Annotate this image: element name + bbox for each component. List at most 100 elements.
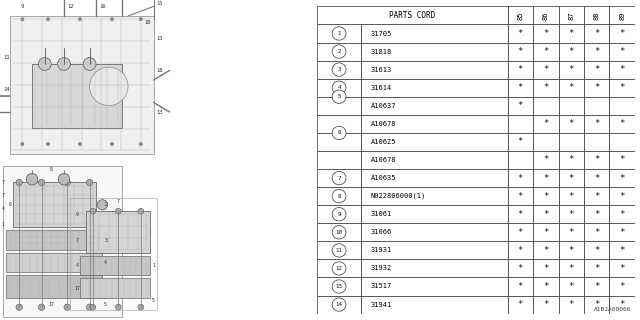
Bar xyxy=(609,277,635,296)
Text: 31613: 31613 xyxy=(371,67,392,73)
Text: 31931: 31931 xyxy=(371,247,392,253)
Bar xyxy=(317,223,362,241)
Text: *: * xyxy=(543,173,548,183)
Text: A10637: A10637 xyxy=(371,103,396,109)
Text: 7: 7 xyxy=(76,237,78,243)
Circle shape xyxy=(86,179,93,186)
Circle shape xyxy=(97,200,108,210)
Bar xyxy=(80,256,150,275)
Bar xyxy=(533,241,559,260)
Text: *: * xyxy=(620,192,625,201)
Text: *: * xyxy=(518,101,523,110)
Bar xyxy=(584,187,609,205)
Bar xyxy=(508,260,533,277)
Text: *: * xyxy=(594,264,600,273)
Bar xyxy=(533,169,559,187)
Text: *: * xyxy=(594,83,600,92)
Text: 11: 11 xyxy=(3,55,10,60)
Bar xyxy=(609,43,635,60)
Bar xyxy=(362,151,508,169)
Circle shape xyxy=(332,226,346,239)
Text: *: * xyxy=(568,119,574,128)
Circle shape xyxy=(58,58,70,70)
Circle shape xyxy=(16,304,22,310)
Text: 3: 3 xyxy=(337,67,341,72)
Text: 13: 13 xyxy=(157,36,163,41)
Bar xyxy=(584,260,609,277)
Circle shape xyxy=(115,208,122,214)
Text: 89: 89 xyxy=(619,11,625,20)
Text: *: * xyxy=(620,300,625,309)
Text: *: * xyxy=(543,65,548,74)
Bar xyxy=(508,205,533,223)
Bar xyxy=(317,133,362,151)
Bar xyxy=(609,169,635,187)
Bar xyxy=(559,205,584,223)
Text: *: * xyxy=(568,29,574,38)
Text: *: * xyxy=(518,282,523,291)
Text: 4: 4 xyxy=(2,205,4,211)
Text: *: * xyxy=(568,210,574,219)
Text: 11: 11 xyxy=(335,248,342,253)
Bar xyxy=(584,60,609,79)
Circle shape xyxy=(83,58,96,70)
Bar xyxy=(317,97,362,115)
Text: *: * xyxy=(594,246,600,255)
Bar xyxy=(362,97,508,115)
Circle shape xyxy=(58,173,70,185)
Text: *: * xyxy=(620,119,625,128)
Bar xyxy=(362,241,508,260)
Text: *: * xyxy=(620,228,625,237)
Bar xyxy=(317,260,362,277)
Text: 4: 4 xyxy=(337,85,341,90)
Bar xyxy=(559,277,584,296)
Bar xyxy=(609,79,635,97)
Bar xyxy=(584,79,609,97)
Text: 9: 9 xyxy=(76,212,78,217)
Circle shape xyxy=(86,304,93,310)
Bar xyxy=(362,205,508,223)
Circle shape xyxy=(90,208,96,214)
Bar xyxy=(6,253,102,272)
Circle shape xyxy=(138,208,144,214)
Text: 1: 1 xyxy=(337,31,341,36)
Bar xyxy=(533,277,559,296)
Circle shape xyxy=(332,90,346,103)
Circle shape xyxy=(332,45,346,58)
Text: *: * xyxy=(568,156,574,164)
Text: 17: 17 xyxy=(49,301,54,307)
Circle shape xyxy=(115,304,122,310)
Text: 31066: 31066 xyxy=(371,229,392,235)
Bar xyxy=(609,205,635,223)
Circle shape xyxy=(38,179,45,186)
Bar xyxy=(609,24,635,43)
Text: 18: 18 xyxy=(157,68,163,73)
Text: *: * xyxy=(543,83,548,92)
Bar xyxy=(508,187,533,205)
Text: A10678: A10678 xyxy=(371,157,396,163)
Text: 7: 7 xyxy=(337,176,341,180)
Text: *: * xyxy=(543,119,548,128)
Bar xyxy=(317,24,362,43)
Circle shape xyxy=(20,18,24,21)
Text: 12: 12 xyxy=(335,266,342,271)
Text: A1B2A00066: A1B2A00066 xyxy=(594,307,632,312)
Text: 9: 9 xyxy=(337,212,341,217)
Text: *: * xyxy=(594,119,600,128)
Text: 6: 6 xyxy=(337,130,341,135)
Text: 6: 6 xyxy=(8,202,11,207)
Text: 88: 88 xyxy=(594,11,600,20)
Bar xyxy=(584,296,609,314)
Circle shape xyxy=(64,304,70,310)
Circle shape xyxy=(332,63,346,76)
Text: *: * xyxy=(568,264,574,273)
Text: *: * xyxy=(518,29,523,38)
Circle shape xyxy=(38,304,45,310)
Bar xyxy=(609,296,635,314)
Text: 8: 8 xyxy=(50,167,52,172)
Text: *: * xyxy=(568,173,574,183)
Text: *: * xyxy=(594,65,600,74)
Text: *: * xyxy=(518,246,523,255)
Text: *: * xyxy=(620,156,625,164)
Bar xyxy=(362,79,508,97)
